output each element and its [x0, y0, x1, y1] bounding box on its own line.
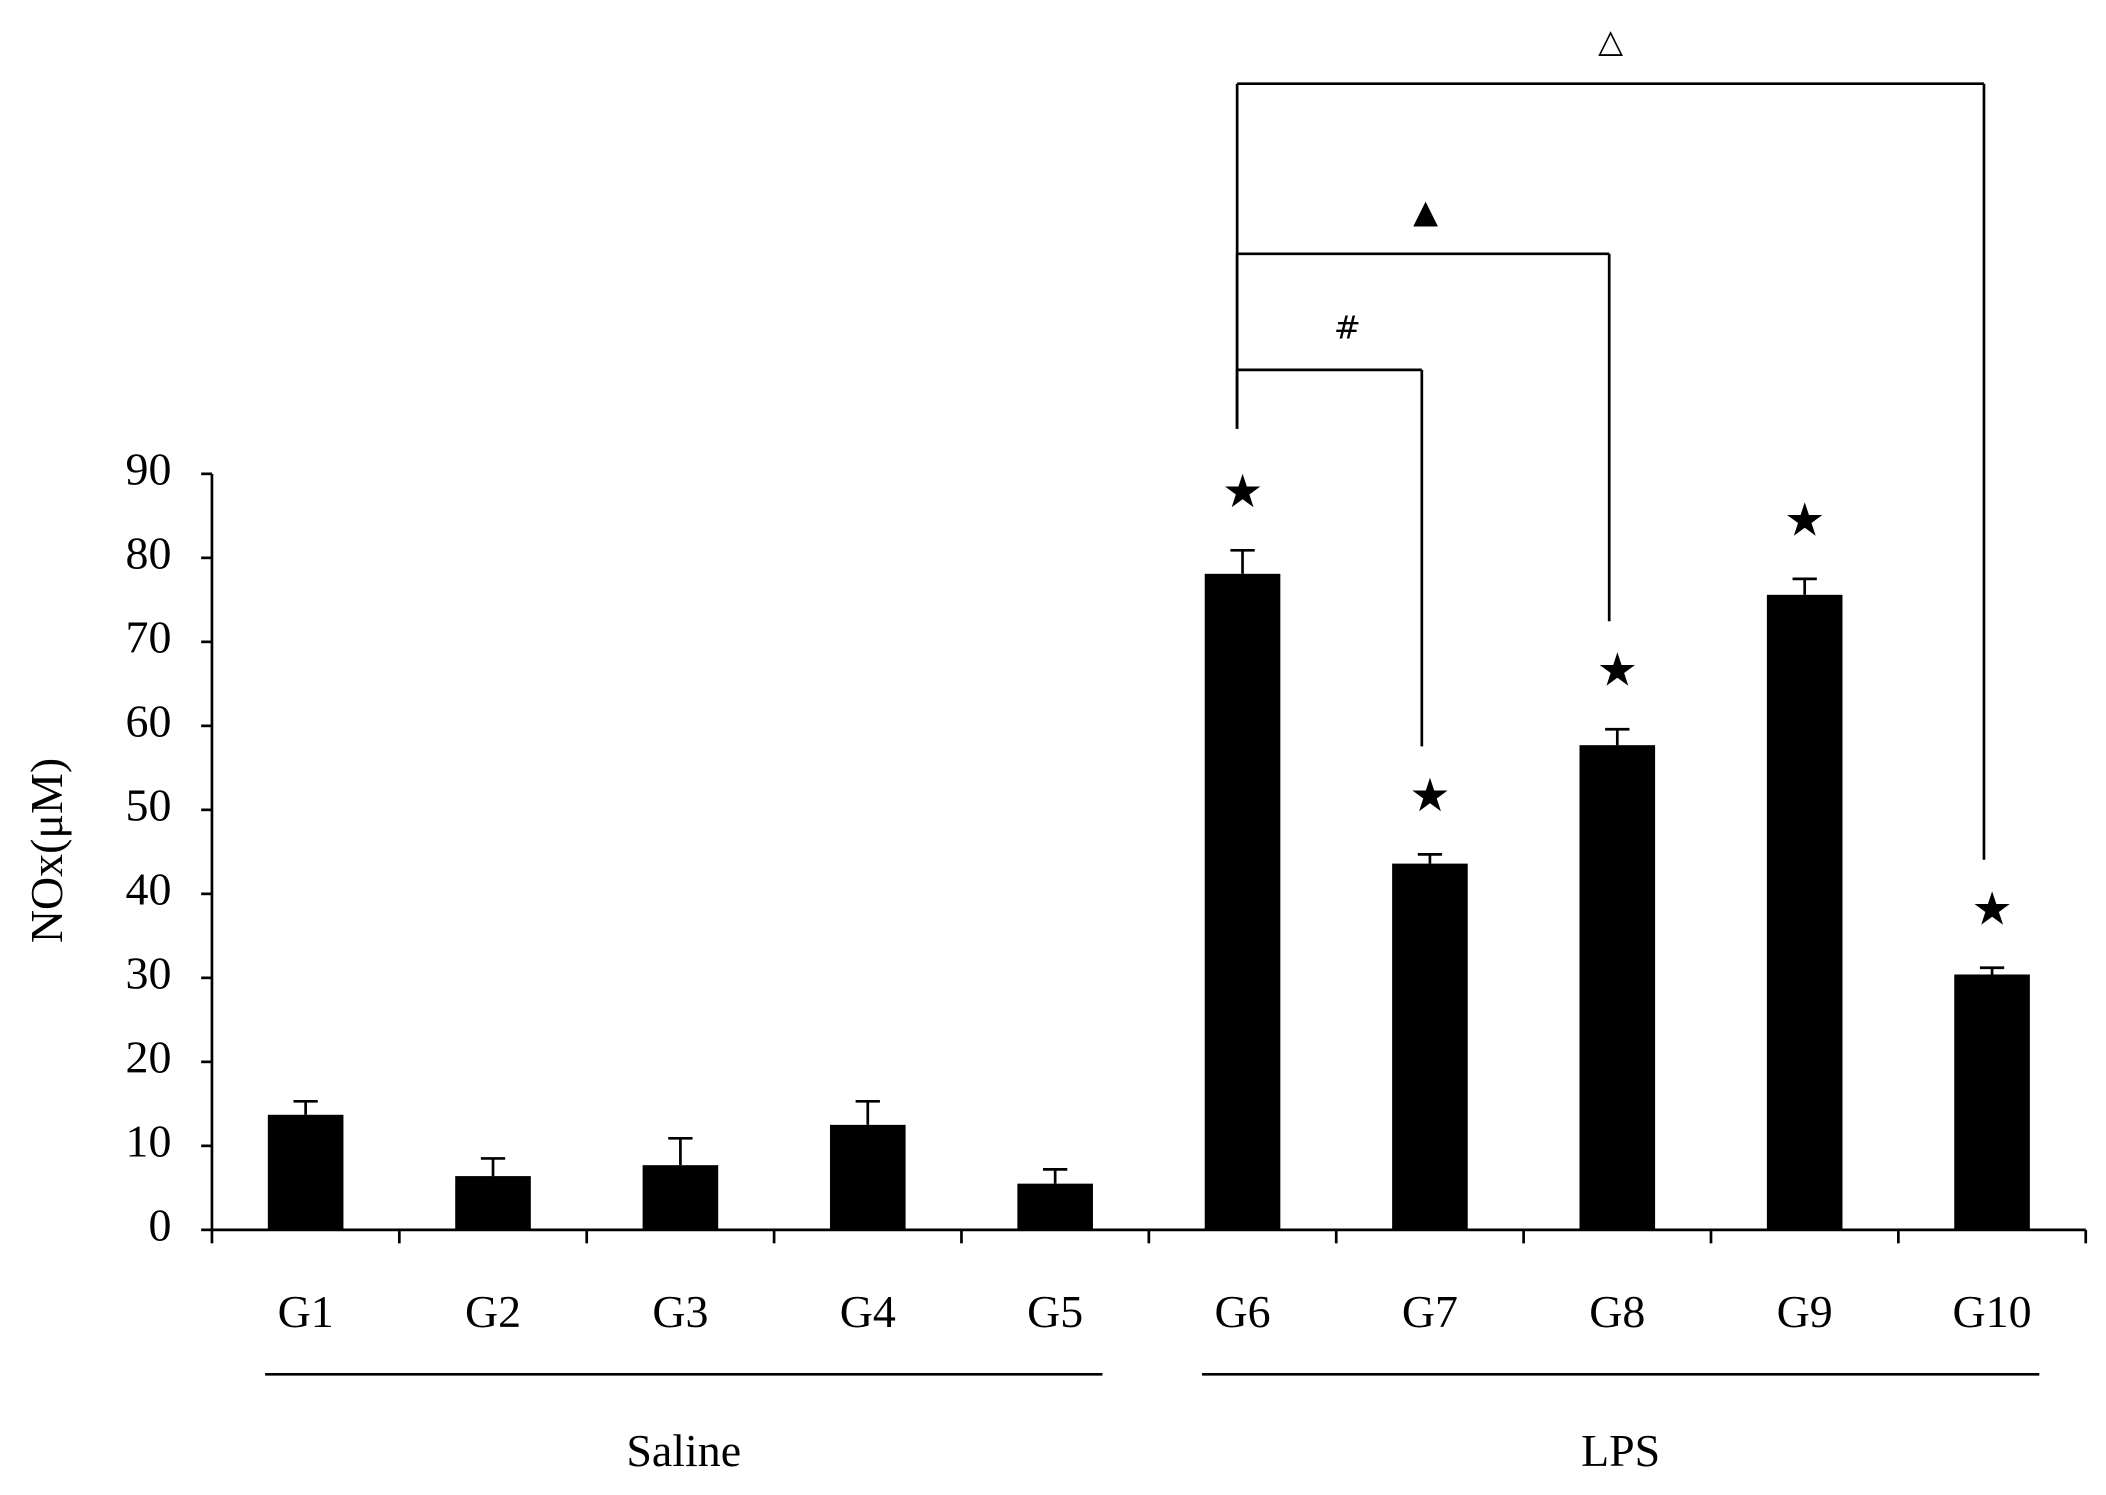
bar: [1392, 863, 1468, 1230]
x-tick-label: G6: [1214, 1286, 1270, 1337]
x-tick-label: G8: [1589, 1286, 1645, 1337]
bar: [267, 1114, 344, 1230]
significance-star: ★: [1597, 645, 1638, 696]
x-tick-label: G5: [1027, 1286, 1083, 1337]
y-tick-label: 40: [126, 863, 172, 914]
bar: [455, 1176, 531, 1230]
significance-star: ★: [1784, 494, 1825, 545]
bar: [1954, 974, 2030, 1230]
bar: [1579, 745, 1656, 1230]
x-tick-label: G2: [465, 1286, 521, 1337]
bar: [829, 1124, 906, 1230]
bar: [1017, 1183, 1093, 1230]
y-tick-label: 70: [126, 611, 172, 662]
bar: [1766, 594, 1843, 1230]
comparison-label: ▲: [1413, 192, 1438, 230]
bar: [642, 1165, 719, 1230]
x-tick-label: G4: [840, 1286, 896, 1337]
y-tick-label: 0: [148, 1199, 171, 1250]
x-tick-label: G7: [1402, 1286, 1458, 1337]
x-tick-label: G1: [278, 1286, 334, 1337]
group-label: LPS: [1581, 1425, 1660, 1476]
x-tick-label: G10: [1953, 1286, 2032, 1337]
bar: [1204, 573, 1281, 1230]
y-tick-label: 90: [126, 443, 172, 494]
y-tick-label: 30: [126, 947, 172, 998]
y-tick-label: 60: [126, 695, 172, 746]
y-tick-label: 20: [126, 1031, 172, 1082]
comparison-label: #: [1334, 308, 1361, 346]
comparison-label: △: [1598, 22, 1623, 60]
y-axis-label: NOx(μM): [21, 758, 72, 943]
x-tick-label: G3: [652, 1286, 708, 1337]
x-tick-label: G9: [1777, 1286, 1833, 1337]
group-label: Saline: [626, 1425, 741, 1476]
y-tick-label: 50: [126, 779, 172, 830]
y-tick-label: 10: [126, 1115, 172, 1166]
significance-star: ★: [1222, 466, 1263, 517]
significance-star: ★: [1409, 770, 1450, 821]
significance-star: ★: [1971, 883, 2012, 934]
y-tick-label: 80: [126, 527, 172, 578]
